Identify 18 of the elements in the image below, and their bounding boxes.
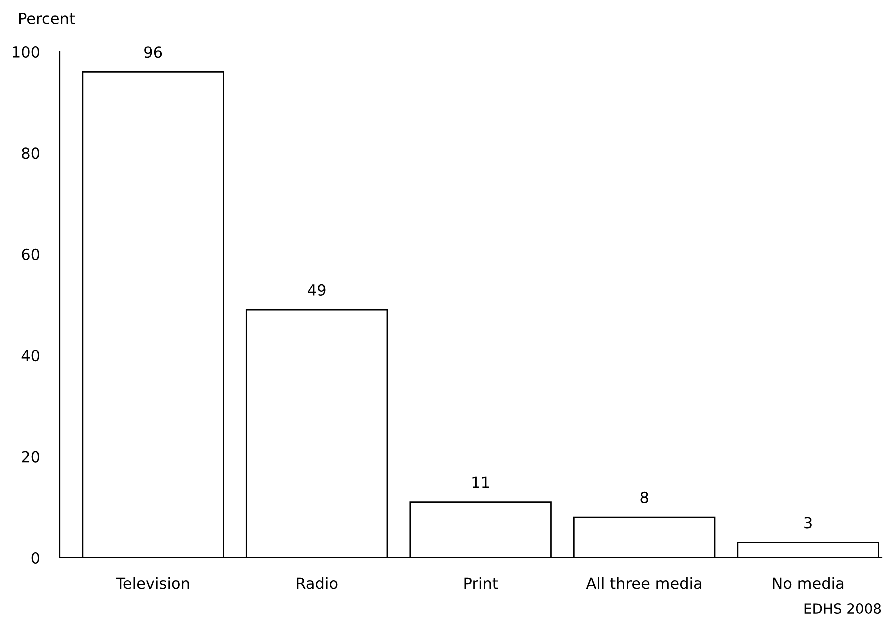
y-axis-title: Percent (20, 13, 76, 24)
x-tick-label: Television (116, 577, 190, 590)
y-tick-label: 0 (32, 552, 40, 564)
data-label: 3 (804, 517, 812, 529)
x-tick-label: All three media (586, 577, 702, 590)
x-tick-label: Radio (297, 577, 338, 590)
y-tick-label: 80 (22, 148, 40, 160)
y-tick-label: 40 (22, 350, 40, 362)
data-label: 96 (144, 46, 162, 58)
y-tick-label: 60 (22, 248, 40, 260)
data-label: 49 (308, 284, 326, 296)
data-label: 8 (640, 492, 648, 504)
x-tick-label: Print (464, 577, 498, 590)
y-tick-label: 20 (22, 451, 40, 463)
text: EDHS 2008 (804, 604, 882, 614)
data-label: 11 (472, 476, 490, 488)
x-tick-label: No media (773, 577, 844, 590)
y-tick-label: 100 (13, 46, 40, 58)
